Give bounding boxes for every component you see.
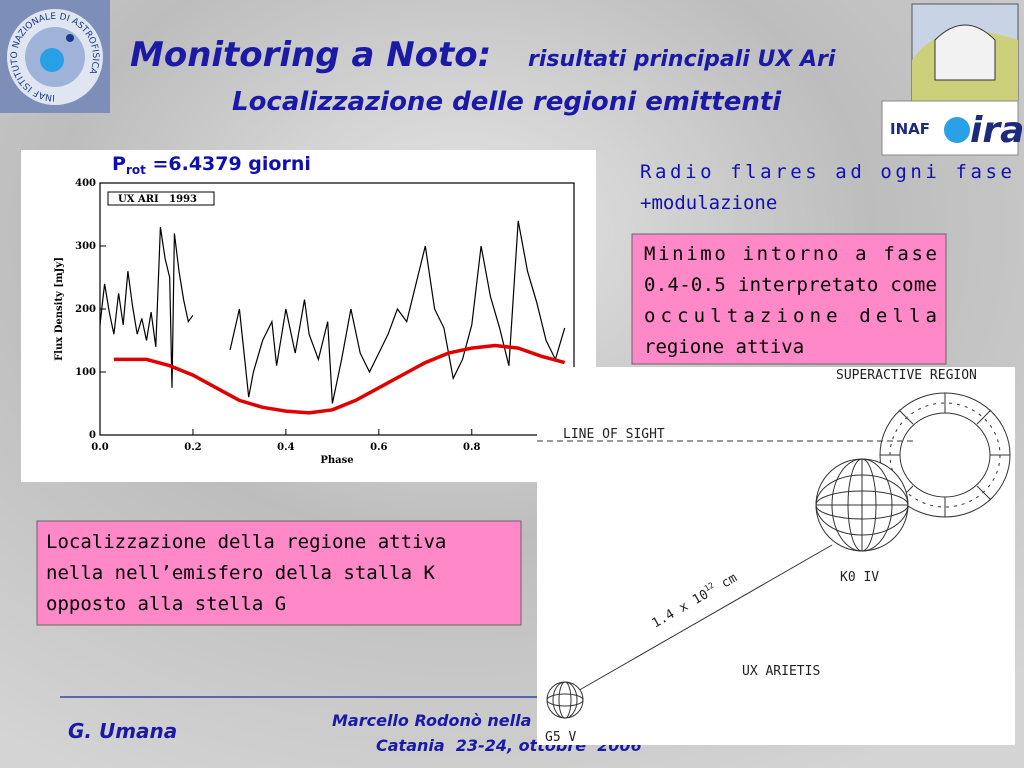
diagram: SUPERACTIVE REGION LINE OF SIGHT K0 IV 1… (537, 367, 1015, 745)
note-flares: Radio flares ad ogni fase +modulazione (640, 161, 1012, 214)
superactive-torus (879, 392, 1011, 518)
note-box-minimum (631, 233, 947, 365)
diagram-background (537, 367, 1015, 745)
logo-left: INAF ISTITUTO NAZIONALE DI ASTROFISICA (0, 0, 110, 113)
y-axis-label: Flux Density [mJy] (54, 257, 65, 361)
x-tick-label: 0.6 (370, 442, 387, 453)
note-text: Radio flares ad ogni fase +modulazione (640, 161, 1012, 214)
k-star (815, 458, 909, 552)
logo-ira: ira (970, 110, 1024, 151)
note-line: nella nell’emisfero della stalla K (46, 562, 435, 584)
y-tick-label: 300 (75, 241, 96, 252)
label-line-of-sight: LINE OF SIGHT (563, 427, 665, 442)
title-rest: =6.4379 giorni (146, 153, 311, 175)
title-detail: risultati principali UX Ari (528, 47, 836, 72)
note-localization: Localizzazione della regione attiva nella… (46, 531, 446, 615)
note-line: +modulazione (640, 192, 777, 214)
model-curve (113, 343, 566, 415)
legend-label: UX ARI 1993 (118, 194, 197, 205)
y-tick-label: 100 (75, 367, 96, 378)
label-g-star: G5 V (545, 730, 576, 745)
g-star (546, 681, 584, 719)
x-tick-label: 0.8 (463, 442, 480, 453)
note-line: Localizzazione della regione attiva (46, 531, 446, 553)
chart-title: Prot =6.4379 giorni (112, 153, 311, 177)
note-line: Minimo intorno a fase (644, 243, 937, 265)
logo-inaf: INAF (890, 120, 930, 138)
note-minimum: Minimo intorno a fase 0.4-0.5 interpretat… (644, 243, 937, 358)
legend-box (107, 191, 215, 206)
y-tick-label: 400 (75, 178, 96, 189)
note-line: 0.4-0.5 interpretato come (644, 274, 937, 296)
x-tick-label: 0.0 (91, 442, 108, 453)
logo-right: INAF ira (881, 3, 1024, 156)
label-system: UX ARIETIS (742, 664, 820, 679)
note-line: opposto alla stella G (46, 593, 286, 615)
distance-exp: 12 (703, 581, 716, 594)
footer-event-1: Marcello Rodonò nella (332, 711, 531, 730)
x-tick-label: 0.2 (184, 442, 201, 453)
note-line: regione attiva (644, 336, 804, 358)
chart: Prot =6.4379 giorni UX ARI 1993 Phase Fl… (21, 150, 596, 482)
title-sub: rot (126, 163, 146, 177)
data-line (99, 220, 566, 404)
footer-author: G. Umana (68, 719, 177, 743)
title: Monitoring a Noto: (130, 35, 491, 75)
subtitle: Localizzazione delle regioni emittenti (232, 87, 782, 117)
x-axis-label: Phase (320, 455, 353, 466)
label-k-star: K0 IV (840, 570, 879, 585)
label-superactive: SUPERACTIVE REGION (836, 368, 977, 383)
chart-background (21, 150, 596, 482)
y-tick-label: 200 (75, 304, 96, 315)
y-tick-label: 0 (89, 430, 96, 441)
x-tick-label: 0.4 (277, 442, 294, 453)
note-box-localization (36, 520, 522, 626)
separation-line (575, 544, 833, 693)
note-text: Minimo intorno a fase 0.4-0.5 interpretat… (644, 243, 937, 358)
note-line: Radio flares ad ogni fase (640, 161, 1012, 183)
title-p: P (112, 153, 126, 175)
note-text: Localizzazione della regione attiva nella… (46, 531, 446, 615)
